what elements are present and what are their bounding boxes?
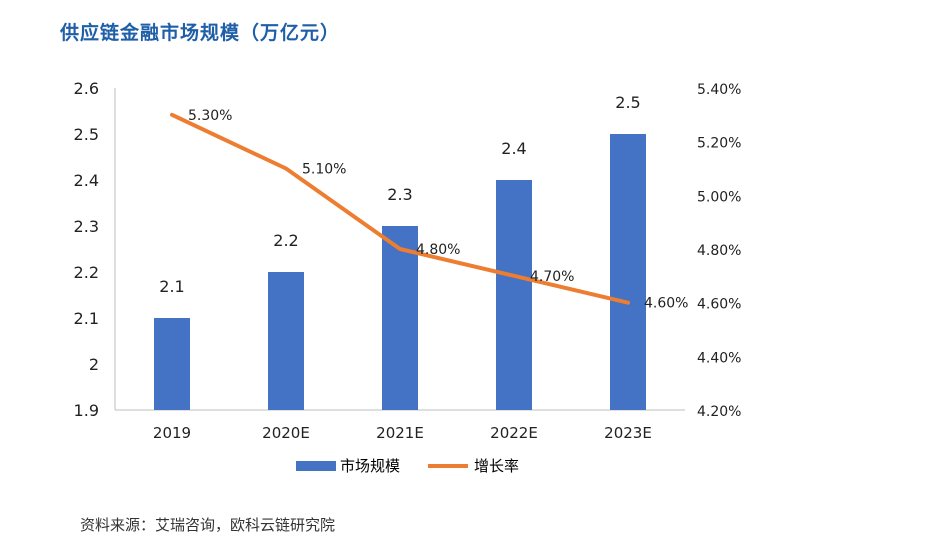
line-series xyxy=(170,112,630,305)
line-value-label: 5.10% xyxy=(302,162,346,178)
right-tick-label: 5.00% xyxy=(697,189,741,205)
line-value-label: 4.70% xyxy=(530,269,574,285)
chart-title: 供应链金融市场规模（万亿元） xyxy=(60,22,341,44)
x-tick-label: 2021E xyxy=(376,424,424,442)
legend: 市场规模 增长率 xyxy=(296,457,519,475)
growth-rate-line xyxy=(170,112,630,305)
legend-label-bar: 市场规模 xyxy=(340,457,400,475)
bar xyxy=(496,180,532,410)
bar xyxy=(382,226,418,410)
legend-swatch-bar xyxy=(296,461,336,471)
source-note: 资料来源：艾瑞咨询，欧科云链研究院 xyxy=(80,516,336,534)
right-axis-ticks: 4.20% 4.40% 4.60% 4.80% 5.00% 5.20% 5.40% xyxy=(697,82,741,420)
right-tick-label: 5.20% xyxy=(697,136,741,152)
line-value-labels: 5.30% 5.10% 4.80% 4.70% 4.60% xyxy=(188,108,688,312)
right-tick-label: 4.60% xyxy=(697,297,741,313)
line-value-label: 4.80% xyxy=(416,242,460,258)
bar-value-label: 2.2 xyxy=(273,231,298,250)
x-tick-label: 2022E xyxy=(490,424,538,442)
x-tick-label: 2023E xyxy=(604,424,652,442)
bar xyxy=(610,134,646,410)
left-tick-label: 1.9 xyxy=(74,401,99,420)
bar-series xyxy=(154,134,646,410)
right-tick-label: 4.20% xyxy=(697,404,741,420)
bar-value-label: 2.1 xyxy=(159,277,184,296)
bar-value-label: 2.3 xyxy=(387,185,412,204)
left-tick-label: 2 xyxy=(89,355,99,374)
bar xyxy=(154,318,190,410)
combo-chart: 1.922.12.22.32.42.52.6 4.20%4.40%4.60%4.… xyxy=(74,79,742,475)
left-tick-label: 2.3 xyxy=(74,217,99,236)
left-tick-label: 2.6 xyxy=(74,79,99,98)
left-tick-label: 2.4 xyxy=(74,171,99,190)
right-tick-label: 4.80% xyxy=(697,243,741,259)
right-tick-label: 5.40% xyxy=(697,82,741,98)
left-tick-label: 2.2 xyxy=(74,263,99,282)
left-axis-ticks: 1.9 2 2.1 2.2 2.3 2.4 2.5 2.6 xyxy=(74,79,99,420)
x-tick-label: 2019 xyxy=(153,424,191,442)
bar-value-label: 2.4 xyxy=(501,139,526,158)
x-tick-label: 2020E xyxy=(262,424,310,442)
bar-value-label: 2.5 xyxy=(615,93,640,112)
legend-label-line: 增长率 xyxy=(474,457,519,475)
left-tick-label: 2.1 xyxy=(74,309,99,328)
bar-value-labels: 2.1 2.2 2.3 2.4 2.5 xyxy=(159,93,640,296)
right-tick-label: 4.40% xyxy=(697,350,741,366)
line-value-label: 5.30% xyxy=(188,108,232,124)
left-tick-label: 2.5 xyxy=(74,125,99,144)
line-value-label: 4.60% xyxy=(644,296,688,312)
x-axis-ticks: 2019 2020E 2021E 2022E 2023E xyxy=(153,424,652,442)
bar xyxy=(268,272,304,410)
